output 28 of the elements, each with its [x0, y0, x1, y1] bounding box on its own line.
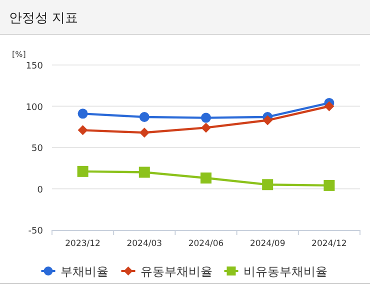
- point: [201, 112, 211, 123]
- point: [77, 166, 88, 177]
- point: [78, 125, 88, 136]
- point: [200, 172, 212, 184]
- legend-label: 유동부채비율: [140, 264, 212, 278]
- point: [138, 166, 150, 178]
- x-tick-label: 2024/03: [126, 239, 162, 249]
- legend-label: 비유동부채비율: [243, 264, 328, 278]
- point: [201, 122, 211, 133]
- y-tick-label: -50: [28, 226, 44, 236]
- point: [262, 115, 273, 126]
- y-tick-label: 100: [26, 102, 44, 113]
- point: [324, 101, 334, 112]
- point: [78, 108, 88, 119]
- point: [262, 179, 274, 190]
- chart-title: 안정성 지표: [9, 11, 78, 26]
- point: [139, 112, 150, 122]
- legend-label: 부채비율: [60, 264, 108, 278]
- y-tick-label: 150: [26, 62, 44, 72]
- x-tick-label: 2024/06: [188, 239, 224, 249]
- x-tick-label: 2024/12: [312, 239, 347, 249]
- y-tick-label: 0: [37, 185, 44, 196]
- y-axis-title: [%]: [12, 50, 26, 59]
- point: [139, 128, 150, 138]
- point: [324, 180, 335, 191]
- x-tick-label: 2024/09: [250, 239, 286, 249]
- y-tick-label: 50: [32, 144, 44, 154]
- x-tick-label: 2023/12: [65, 239, 100, 249]
